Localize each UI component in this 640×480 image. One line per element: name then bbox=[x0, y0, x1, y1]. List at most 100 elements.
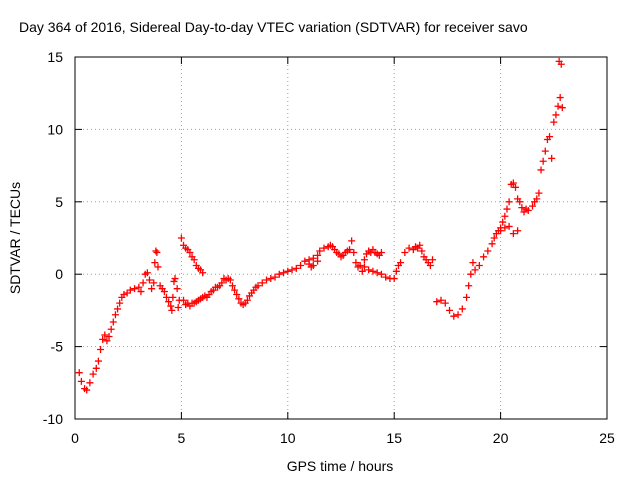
data-point bbox=[511, 183, 519, 191]
data-point bbox=[109, 318, 117, 326]
data-point bbox=[160, 288, 168, 296]
data-point bbox=[288, 266, 296, 274]
data-point bbox=[535, 189, 543, 197]
data-point bbox=[352, 259, 360, 267]
x-tick-label: 10 bbox=[280, 430, 296, 446]
data-point bbox=[373, 269, 381, 277]
data-point bbox=[135, 283, 143, 291]
data-point bbox=[469, 259, 477, 267]
data-point bbox=[314, 257, 322, 265]
data-point bbox=[501, 212, 509, 220]
data-point bbox=[309, 262, 317, 270]
data-point bbox=[137, 288, 145, 296]
data-point bbox=[139, 279, 147, 287]
data-point bbox=[516, 198, 524, 206]
data-point bbox=[369, 267, 377, 275]
y-tick-label: 5 bbox=[55, 194, 63, 210]
data-point bbox=[171, 275, 179, 283]
data-point bbox=[316, 247, 324, 255]
data-point bbox=[107, 325, 115, 333]
data-point bbox=[199, 269, 207, 277]
data-point bbox=[145, 276, 153, 284]
data-point bbox=[537, 166, 545, 174]
data-point bbox=[165, 298, 173, 306]
data-point bbox=[150, 279, 158, 287]
data-point bbox=[190, 256, 198, 264]
data-point bbox=[429, 256, 437, 264]
data-point bbox=[235, 295, 243, 303]
data-point bbox=[401, 248, 409, 256]
data-point bbox=[518, 204, 526, 212]
data-point bbox=[377, 270, 385, 278]
data-point bbox=[416, 241, 424, 249]
data-point bbox=[271, 273, 279, 281]
data-point bbox=[186, 248, 194, 256]
data-point bbox=[103, 337, 111, 345]
data-point bbox=[450, 312, 458, 320]
data-point bbox=[509, 230, 517, 238]
data-point bbox=[97, 345, 105, 353]
data-point bbox=[475, 262, 483, 270]
data-point bbox=[471, 266, 479, 274]
data-point bbox=[180, 296, 188, 304]
x-tick-labels: 0 5 10 15 20 25 bbox=[71, 430, 615, 446]
data-point bbox=[131, 285, 139, 293]
x-axis-label: GPS time / hours bbox=[287, 458, 394, 474]
data-point bbox=[174, 304, 182, 312]
y-axis-label: SDTVAR / TECUs bbox=[7, 182, 23, 294]
y-tick-label: 15 bbox=[47, 49, 63, 65]
data-point bbox=[263, 276, 271, 284]
data-point bbox=[360, 256, 368, 264]
data-point bbox=[480, 253, 488, 261]
data-point bbox=[365, 266, 373, 274]
data-point bbox=[509, 179, 517, 187]
data-point bbox=[550, 118, 558, 126]
data-point bbox=[548, 154, 556, 162]
data-point bbox=[529, 202, 537, 210]
data-point bbox=[437, 296, 445, 304]
data-point bbox=[228, 282, 236, 290]
data-point bbox=[484, 247, 492, 255]
data-point bbox=[120, 290, 128, 298]
data-point bbox=[418, 247, 426, 255]
data-point bbox=[488, 240, 496, 248]
data-point bbox=[503, 205, 511, 213]
data-point bbox=[505, 222, 513, 230]
y-tick-label: -10 bbox=[43, 411, 63, 427]
data-point bbox=[75, 369, 83, 377]
data-point bbox=[301, 257, 309, 265]
data-point bbox=[533, 195, 541, 203]
data-point bbox=[233, 290, 241, 298]
data-point bbox=[382, 273, 390, 281]
data-point bbox=[499, 218, 507, 226]
data-point bbox=[514, 227, 522, 235]
data-point bbox=[524, 206, 532, 214]
data-point bbox=[490, 234, 498, 242]
data-point bbox=[539, 157, 547, 165]
data-point bbox=[552, 111, 560, 119]
plot-frame bbox=[74, 56, 608, 420]
chart-title: Day 364 of 2016, Sidereal Day-to-day VTE… bbox=[19, 19, 528, 35]
data-point bbox=[541, 147, 549, 155]
data-point bbox=[267, 275, 275, 283]
data-point bbox=[463, 293, 471, 301]
data-point bbox=[243, 296, 251, 304]
data-point bbox=[397, 259, 405, 267]
data-point bbox=[405, 244, 413, 252]
data-point bbox=[505, 198, 513, 206]
data-point bbox=[99, 335, 107, 343]
data-point bbox=[358, 267, 366, 275]
data-point bbox=[557, 60, 565, 68]
data-point bbox=[114, 305, 122, 313]
data-point bbox=[169, 293, 177, 301]
data-point bbox=[177, 234, 185, 242]
data-point bbox=[497, 227, 505, 235]
data-point bbox=[94, 357, 102, 365]
data-point bbox=[350, 248, 358, 256]
data-point bbox=[83, 386, 91, 394]
data-point bbox=[153, 248, 161, 256]
data-point bbox=[554, 102, 562, 110]
data-point bbox=[275, 270, 283, 278]
data-point bbox=[143, 269, 151, 277]
